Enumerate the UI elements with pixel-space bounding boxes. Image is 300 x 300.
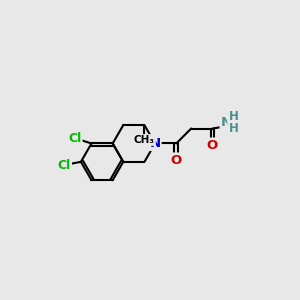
Text: CH₃: CH₃	[134, 135, 155, 145]
Text: N: N	[220, 116, 232, 129]
Text: N: N	[149, 137, 161, 150]
Text: O: O	[207, 139, 218, 152]
Text: H: H	[229, 110, 238, 123]
Text: Cl: Cl	[68, 132, 82, 145]
Text: Cl: Cl	[58, 158, 71, 172]
Text: H: H	[229, 122, 238, 135]
Text: O: O	[171, 154, 182, 166]
